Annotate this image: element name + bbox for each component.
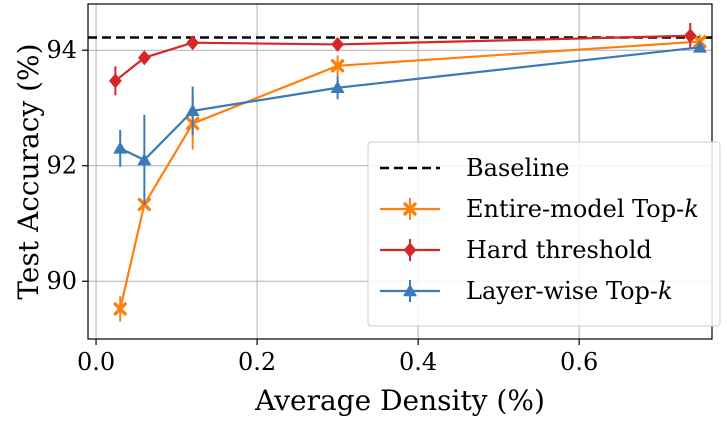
y-axis-label: Test Accuracy (%): [12, 43, 45, 299]
legend-label-entire-model-top-k: Entire-model Top-k: [466, 195, 699, 223]
legend-handle-entire-model-top-k: [380, 198, 440, 220]
data-point: [330, 80, 345, 93]
series-hard-threshold: [109, 23, 697, 96]
legend-handle-layer-wise-top-k: [380, 280, 440, 302]
marker-stroke: [113, 302, 127, 316]
x-tick-label: 0.4: [399, 348, 437, 376]
data-point: [137, 152, 152, 166]
legend-label-layer-wise-top-k: Layer-wise Top-k: [466, 277, 673, 305]
legend-label-hard-threshold: Hard threshold: [466, 236, 652, 264]
data-point: [113, 141, 128, 154]
x-tick-label: 0.2: [238, 348, 276, 376]
axis-ticks: 0.0 0.2 0.4 0.6 90 92 94: [46, 36, 598, 376]
legend-marker: [403, 242, 417, 258]
legend: Baseline Entire-model Top-k Hard threshold…: [367, 141, 721, 327]
series-layer: [109, 23, 707, 322]
legend-box: [367, 141, 721, 327]
legend-label-baseline: Baseline: [466, 154, 569, 182]
data-point: [692, 40, 707, 53]
y-tick-label: 94: [46, 36, 77, 64]
legend-handle-hard-threshold: [380, 239, 440, 261]
series-layer-wise-top-k: [113, 40, 707, 205]
x-tick-label: 0.0: [77, 348, 115, 376]
data-point: [330, 59, 345, 73]
data-point: [186, 35, 200, 51]
x-axis-label: Average Density (%): [254, 384, 545, 417]
data-point: [331, 36, 344, 52]
data-point: [185, 103, 200, 117]
legend-marker: [403, 284, 417, 297]
data-point: [113, 302, 127, 316]
y-tick-label: 92: [46, 152, 77, 180]
data-point: [109, 73, 122, 89]
legend-marker: [403, 202, 417, 216]
marker-stroke: [403, 202, 417, 216]
data-point: [683, 28, 697, 44]
x-tick-label: 0.6: [560, 348, 598, 376]
marker-stroke: [330, 59, 345, 73]
y-tick-label: 90: [46, 267, 77, 295]
data-point: [137, 50, 151, 66]
